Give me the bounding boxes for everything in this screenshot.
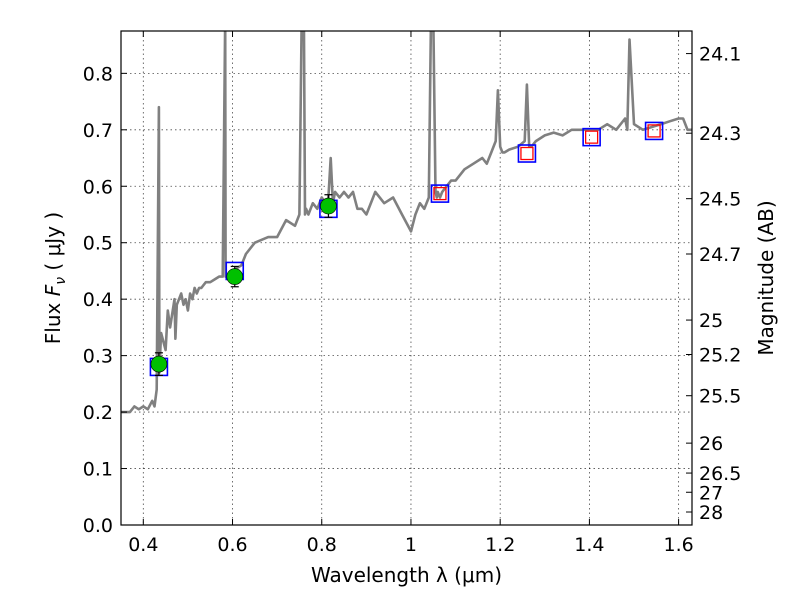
y2-axis-label: Magnitude (AB) xyxy=(754,200,778,355)
plot-frame xyxy=(120,30,693,526)
y2-tick-label: 26 xyxy=(699,433,723,455)
x-tick-label: 1.6 xyxy=(664,534,694,556)
y-tick-label: 0.3 xyxy=(83,346,113,368)
model-flux-square xyxy=(517,144,537,163)
grid-lines xyxy=(121,31,692,526)
spectrum-layer xyxy=(121,31,692,414)
y2-tick-label: 27 xyxy=(699,482,723,504)
y-tick-label: 0.4 xyxy=(83,289,113,311)
x-tick-label: 0.6 xyxy=(217,534,247,556)
y2-tick-label: 24.3 xyxy=(699,123,741,145)
upper-limit-square xyxy=(520,146,534,161)
y-ticks: 0.0 0.1 0.2 0.3 0.4 0.5 0.6 0.7 0.8 xyxy=(83,63,127,537)
y-tick-label: 0.6 xyxy=(83,176,113,198)
observed-flux-point xyxy=(150,355,168,373)
y-tick-label: 0.5 xyxy=(83,233,113,255)
upper-limit-square xyxy=(584,130,599,144)
y-tick-label: 0.1 xyxy=(83,459,113,481)
x-axis-label: Wavelength λ (μm) xyxy=(311,563,502,587)
y-tick-label: 0.0 xyxy=(83,515,113,537)
x-tick-label: 0.8 xyxy=(307,534,337,556)
y2-tick-label: 28 xyxy=(699,502,723,524)
x-tick-label: 1.2 xyxy=(485,534,515,556)
y-tick-label: 0.7 xyxy=(83,120,113,142)
observed-flux-point xyxy=(320,197,337,215)
y2-tick-label: 26.5 xyxy=(699,463,741,485)
observed-flux-point xyxy=(226,268,244,285)
x-tick-label: 1.4 xyxy=(574,534,604,556)
y-tick-label: 0.8 xyxy=(83,63,113,85)
model-flux-square xyxy=(430,184,450,203)
y2-tick-label: 24.5 xyxy=(699,189,741,211)
upper-limit-square xyxy=(433,186,447,201)
y2-tick-label: 25 xyxy=(699,310,723,332)
y2-tick-label: 24.7 xyxy=(699,244,741,266)
model-flux-square xyxy=(582,127,601,147)
spectrum-line xyxy=(121,31,692,414)
photometry-markers xyxy=(149,121,664,377)
model-flux-square xyxy=(644,121,664,141)
x-tick-label: 0.4 xyxy=(128,534,158,556)
y2-tick-label: 24.1 xyxy=(699,44,741,66)
x-tick-label: 1 xyxy=(405,534,417,556)
y2-tick-label: 25.5 xyxy=(699,386,741,408)
x-ticks: 0.4 0.6 0.8 1 1.2 1.4 1.6 xyxy=(128,31,694,556)
upper-limit-square xyxy=(647,124,661,138)
y-tick-label: 0.2 xyxy=(83,402,113,424)
y2-tick-label: 25.2 xyxy=(699,344,741,366)
y-axis-label: Flux Fν ( μJy ) xyxy=(41,212,69,344)
